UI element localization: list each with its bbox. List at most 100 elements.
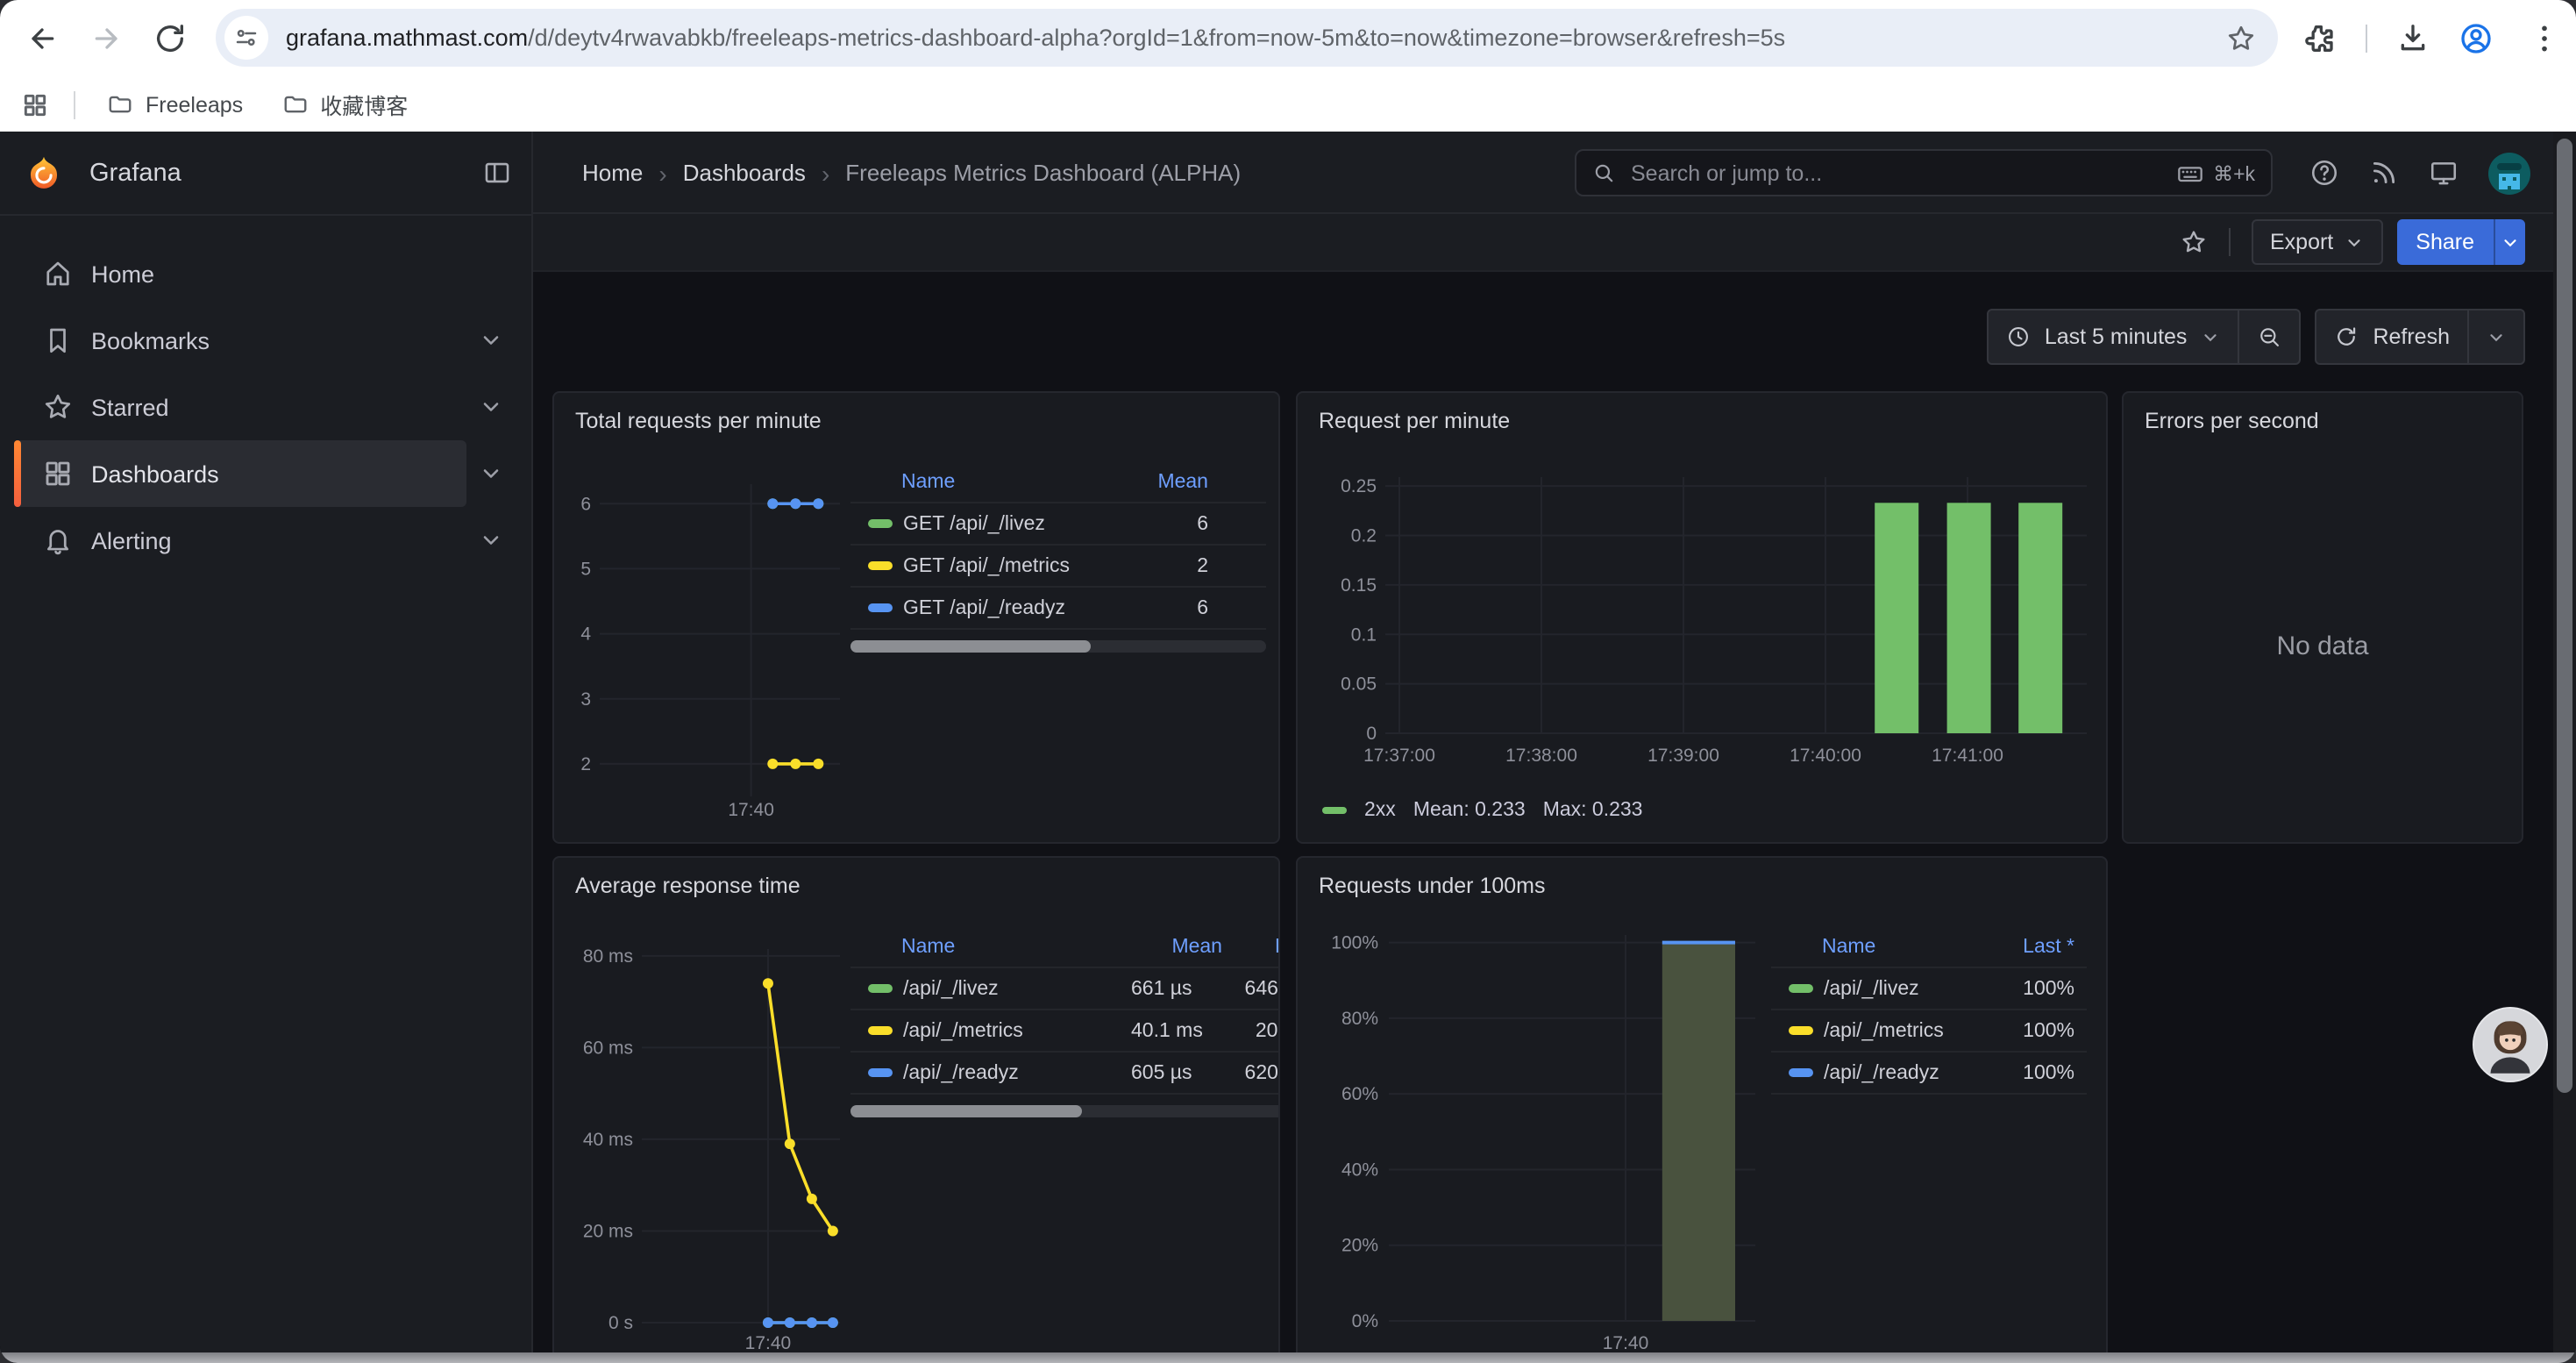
- url-text[interactable]: grafana.mathmast.com/d/deytv4rwavabkb/fr…: [286, 25, 1786, 51]
- page-scrollbar-thumb[interactable]: [2557, 139, 2572, 1093]
- user-avatar[interactable]: [2488, 152, 2530, 194]
- panel-requests-under-100ms[interactable]: Requests under 100ms 0% 20% 40% 60% 80% 100% 1…: [1296, 856, 2108, 1363]
- sidebar-item-bookmarks[interactable]: Bookmarks: [14, 307, 517, 374]
- panel-title[interactable]: Requests under 100ms: [1319, 874, 1546, 898]
- legend-series-name[interactable]: /api/_/livez: [850, 978, 1131, 999]
- series-color-pill: [1789, 984, 1813, 993]
- search-input[interactable]: [1627, 159, 2177, 187]
- sidebar-item-home[interactable]: Home: [14, 240, 517, 307]
- legend-series-name[interactable]: /api/_/metrics: [850, 1020, 1131, 1041]
- back-icon[interactable]: [25, 21, 60, 56]
- legend-row[interactable]: GET /api/_/metrics 2: [850, 546, 1266, 588]
- svg-text:0 s: 0 s: [608, 1313, 633, 1333]
- breadcrumb-item: Freeleaps Metrics Dashboard (ALPHA): [845, 160, 1242, 186]
- svg-text:40%: 40%: [1341, 1160, 1378, 1180]
- legend-scrollbar[interactable]: [850, 640, 1266, 653]
- forward-icon[interactable]: [89, 21, 125, 56]
- search-box[interactable]: ⌘+k: [1575, 149, 2273, 196]
- legend-header-col[interactable]: Mean: [1171, 937, 1222, 958]
- bookmark-star-icon[interactable]: [2225, 22, 2257, 54]
- share-split-button: Share: [2396, 219, 2525, 265]
- panel-title[interactable]: Request per minute: [1319, 409, 1511, 433]
- legend-row[interactable]: /api/_/readyz 100%: [1771, 1053, 2087, 1095]
- series-name[interactable]: 2xx: [1364, 800, 1396, 821]
- sidebar-item-starred[interactable]: Starred: [14, 374, 517, 440]
- breadcrumb-item[interactable]: Home: [582, 160, 644, 186]
- panel-title[interactable]: Errors per second: [2145, 409, 2319, 433]
- dock-menu-icon[interactable]: [482, 158, 512, 188]
- profile-icon[interactable]: [2459, 21, 2494, 56]
- no-data-message: No data: [2276, 632, 2369, 661]
- legend-series-name[interactable]: GET /api/_/metrics: [850, 555, 1103, 576]
- refresh-button[interactable]: Refresh: [2316, 310, 2467, 363]
- legend-series-name[interactable]: /api/_/livez: [1771, 978, 1969, 999]
- kiosk-monitor-icon[interactable]: [2429, 158, 2459, 188]
- panel-average-response-time[interactable]: Average response time 0 s 20 ms 40 ms 60 ms…: [552, 856, 1280, 1363]
- share-menu-chevron[interactable]: [2494, 219, 2525, 265]
- url-bar[interactable]: grafana.mathmast.com/d/deytv4rwavabkb/fr…: [216, 9, 2278, 67]
- legend-series-name[interactable]: /api/_/metrics: [1771, 1020, 1969, 1041]
- help-icon[interactable]: [2309, 158, 2339, 188]
- grafana-logo-icon[interactable]: [25, 153, 63, 192]
- reload-icon[interactable]: [153, 21, 188, 56]
- search-icon: [1592, 161, 1615, 184]
- sidebar-item-dashboards[interactable]: Dashboards: [14, 440, 517, 507]
- panel-request-per-minute[interactable]: Request per minute 0 0.05 0.1 0.15 0.2 0.25 17…: [1296, 391, 2108, 844]
- item-background: [14, 440, 466, 507]
- refresh-interval-chevron[interactable]: [2467, 310, 2523, 363]
- legend-series-name[interactable]: /api/_/readyz: [850, 1062, 1131, 1083]
- zoom-out-button[interactable]: [2238, 310, 2299, 363]
- legend-scrollbar[interactable]: [850, 1105, 1278, 1117]
- legend-header-col[interactable]: Mean: [1157, 472, 1208, 493]
- assistant-avatar[interactable]: [2473, 1007, 2548, 1082]
- bookmark-item[interactable]: Freeleaps: [93, 84, 257, 125]
- requests-under-100ms-chart: 0% 20% 40% 60% 80% 100% 17:40: [1331, 933, 1755, 1353]
- legend-series-name[interactable]: GET /api/_/livez: [850, 513, 1103, 534]
- legend-scroll-thumb[interactable]: [850, 1105, 1082, 1117]
- site-settings-icon[interactable]: [224, 16, 268, 60]
- legend-row[interactable]: /api/_/livez 100%: [1771, 968, 2087, 1010]
- legend-header-name[interactable]: Name: [901, 937, 956, 958]
- legend-header-name[interactable]: Name: [901, 472, 956, 493]
- panel-title[interactable]: Total requests per minute: [575, 409, 822, 433]
- legend-scroll-thumb[interactable]: [850, 640, 1092, 653]
- browser-toolbar: grafana.mathmast.com/d/deytv4rwavabkb/fr…: [0, 0, 2576, 77]
- chevron-down-icon[interactable]: [479, 461, 503, 486]
- legend-series-name[interactable]: /api/_/readyz: [1771, 1062, 1969, 1083]
- bookmark-item[interactable]: 收藏博客: [267, 81, 422, 128]
- breadcrumb-item[interactable]: Dashboards: [682, 160, 806, 186]
- export-button[interactable]: Export: [2251, 219, 2383, 265]
- news-rss-icon[interactable]: [2369, 158, 2399, 188]
- series-color-pill: [868, 984, 893, 993]
- legend-header-col[interactable]: Last *: [2023, 937, 2074, 958]
- page-scrollbar-track[interactable]: [2553, 132, 2576, 1363]
- menu-kebab-icon[interactable]: [2527, 21, 2562, 56]
- bell-icon: [42, 525, 74, 556]
- svg-text:17:40: 17:40: [728, 800, 774, 820]
- legend-header-col[interactable]: Last *: [1275, 937, 1278, 958]
- apps-grid-icon[interactable]: [21, 90, 49, 118]
- chevron-down-icon[interactable]: [479, 395, 503, 419]
- favorite-star-icon[interactable]: [2179, 228, 2207, 256]
- panel-total-requests[interactable]: Total requests per minute 6 5 4 3 2 17:40 Nam…: [552, 391, 1280, 844]
- legend-row[interactable]: GET /api/_/readyz 6: [850, 588, 1266, 630]
- extensions-icon[interactable]: [2301, 21, 2336, 56]
- svg-text:0.2: 0.2: [1351, 526, 1377, 546]
- legend-row[interactable]: /api/_/metrics 100%: [1771, 1010, 2087, 1053]
- panel-title[interactable]: Average response time: [575, 874, 801, 898]
- panel-errors-per-second[interactable]: Errors per second No data: [2122, 391, 2523, 844]
- legend-row[interactable]: GET /api/_/livez 6: [850, 503, 1266, 546]
- time-range-button[interactable]: Last 5 minutes: [1989, 310, 2238, 363]
- legend-header-name[interactable]: Name: [1822, 937, 1876, 958]
- breadcrumb-separator: ›: [821, 159, 830, 187]
- legend-series-name[interactable]: GET /api/_/readyz: [850, 597, 1103, 618]
- download-icon[interactable]: [2395, 21, 2430, 56]
- sidebar-item-alerting[interactable]: Alerting: [14, 507, 517, 574]
- toolbar-divider: [2366, 25, 2367, 53]
- share-button[interactable]: Share: [2396, 219, 2494, 265]
- chevron-down-icon[interactable]: [479, 528, 503, 553]
- chevron-down-icon[interactable]: [479, 328, 503, 353]
